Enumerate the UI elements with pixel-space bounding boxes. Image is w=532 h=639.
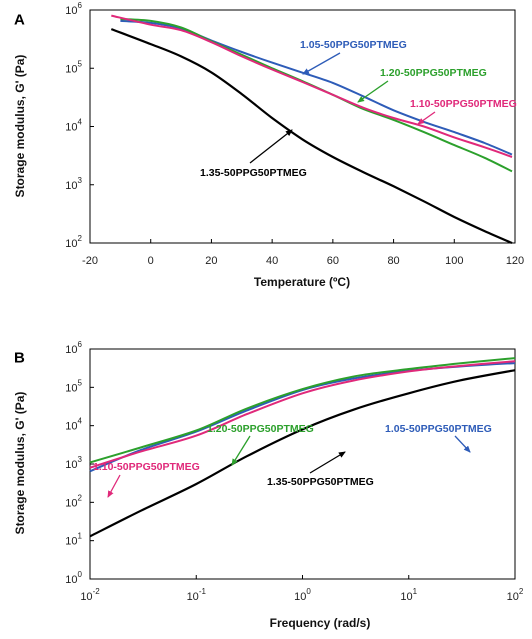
annotation-arrow <box>107 474 121 498</box>
series-annotation: 1.05-50PPG50PTMEG <box>385 423 492 435</box>
annotation-arrow <box>417 111 436 125</box>
annotation-arrow <box>309 451 346 474</box>
panel-label: A <box>14 11 25 28</box>
x-tick-label: 0 <box>148 255 154 267</box>
x-axis-label: Temperature (ºC) <box>254 275 350 289</box>
y-tick-label: 100 <box>65 570 82 586</box>
x-tick-label: 10-1 <box>187 587 207 603</box>
chart-panel-b: B 100 101 102 103 104 105 106 10-2 10-1 100 101 102 F… <box>13 340 524 630</box>
y-tick-label: 101 <box>65 532 82 548</box>
series-annotation: 1.35-50PPG50PTMEG <box>200 167 307 179</box>
series-line-1.35-50ppg50ptmeg <box>89 369 516 538</box>
y-tick-label: 105 <box>65 378 82 394</box>
x-axis-label: Frequency (rad/s) <box>270 616 371 630</box>
x-tick-label: -20 <box>82 255 98 267</box>
annotation-arrow <box>249 129 293 164</box>
annotation-arrow <box>231 435 251 466</box>
series-line-1.35-50ppg50ptmeg <box>110 28 513 245</box>
y-tick-label: 103 <box>65 455 82 471</box>
x-tick-label: 120 <box>506 255 524 267</box>
series-annotation: 1.20-50PPG50PTMEG <box>380 67 487 79</box>
y-axis-label: Storage modulus, G' (Pa) <box>13 392 27 535</box>
y-tick-label: 104 <box>65 118 82 134</box>
series-annotation: 1.10-50PPG50PTMEG <box>410 98 517 110</box>
series-annotation: 1.20-50PPG50PTMEG <box>207 423 314 435</box>
y-tick-label: 105 <box>65 59 82 75</box>
x-tick-label: 40 <box>266 255 278 267</box>
series-annotation: 1.35-50PPG50PTMEG <box>267 476 374 488</box>
series-line-1.05-50ppg50ptmeg <box>89 362 516 473</box>
x-tick-label: 80 <box>387 255 399 267</box>
y-tick-label: 102 <box>65 234 82 250</box>
x-tick-label: 20 <box>205 255 217 267</box>
x-tick-label: 60 <box>327 255 339 267</box>
y-tick-label: 106 <box>65 1 82 17</box>
series-line-1.20-50ppg50ptmeg <box>89 357 516 464</box>
y-tick-label: 106 <box>65 340 82 356</box>
x-tick-label: 101 <box>400 587 417 603</box>
y-tick-label: 103 <box>65 176 82 192</box>
series-line-1.10-50ppg50ptmeg <box>111 14 513 158</box>
x-tick-label: 100 <box>445 255 463 267</box>
series-line-1.10-50ppg50ptmeg <box>89 360 516 469</box>
y-axis-label: Storage modulus, G' (Pa) <box>13 55 27 198</box>
y-tick-label: 102 <box>65 493 82 509</box>
y-tick-label: 104 <box>65 417 82 433</box>
annotation-arrow <box>357 80 389 103</box>
series-annotation: 1.05-50PPG50PTMEG <box>300 39 407 51</box>
chart-panel-a: A 102 103 104 105 106 -20 0 20 40 60 80 100 120 Temper… <box>13 1 524 289</box>
x-tick-label: 102 <box>507 587 524 603</box>
x-tick-label: 100 <box>294 587 311 603</box>
annotation-arrow <box>302 52 341 75</box>
series-annotation: 1.10-50PPG50PTMEG <box>93 461 200 473</box>
x-tick-label: 10-2 <box>80 587 100 603</box>
panel-label: B <box>14 349 25 366</box>
annotation-arrow <box>454 435 471 453</box>
